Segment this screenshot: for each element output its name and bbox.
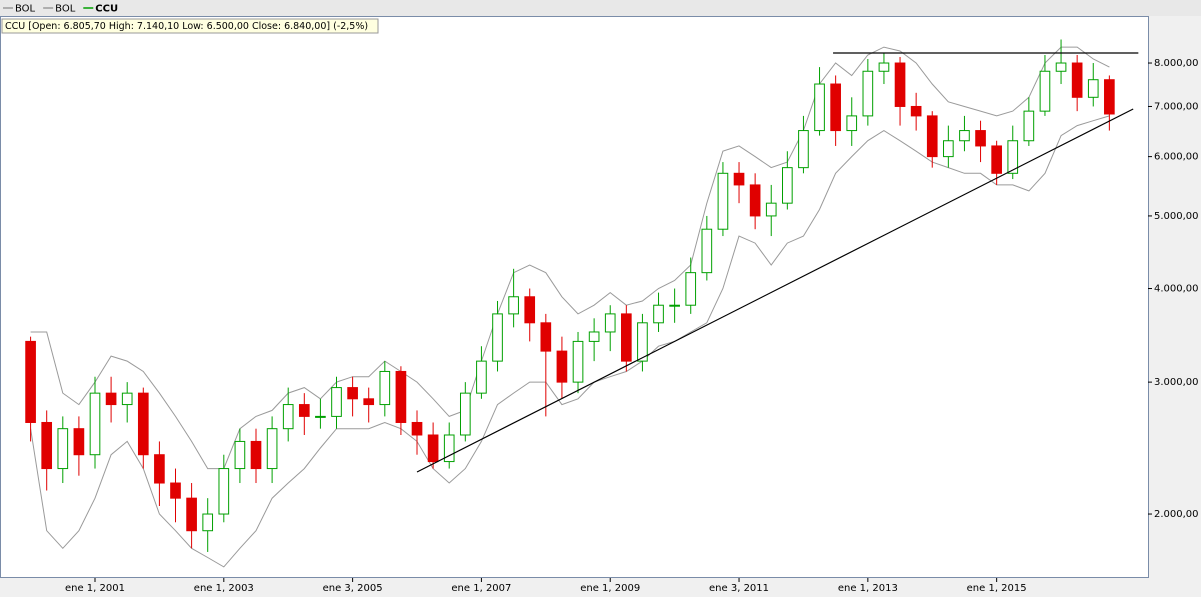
candle-body	[363, 398, 375, 406]
candle-body	[910, 105, 922, 117]
candle-body	[105, 392, 117, 406]
candle-body	[137, 392, 149, 456]
candle-body	[814, 83, 825, 132]
trend-line	[416, 108, 1134, 473]
candle-body	[878, 62, 890, 72]
candle-body	[1071, 62, 1083, 98]
candle-body	[266, 428, 278, 470]
candle-body	[282, 404, 294, 430]
candle-body	[556, 350, 568, 383]
x-tick-label: ene 1, 2009	[580, 583, 640, 594]
candle-body	[1039, 70, 1051, 112]
candle-body	[508, 296, 519, 315]
candle-body	[894, 62, 906, 107]
candle-body	[975, 130, 986, 147]
info-box	[1, 18, 379, 34]
candle-body	[540, 322, 552, 352]
candle-body	[1087, 79, 1099, 98]
candle-body	[202, 513, 214, 532]
candle-body	[154, 454, 165, 484]
candle-body	[943, 140, 954, 158]
candle-body	[1055, 62, 1067, 72]
x-tick-label: ene 1, 2013	[838, 583, 898, 594]
candle-body	[459, 392, 471, 436]
candle-body	[41, 421, 53, 470]
candle-body	[379, 370, 391, 406]
y-tick-label: 6.000,00	[1154, 152, 1199, 163]
candle-body	[588, 331, 600, 342]
candle-body	[572, 340, 584, 383]
candle-body	[717, 172, 729, 230]
candle-body	[121, 392, 133, 406]
candle-body	[331, 387, 342, 417]
candle-body	[701, 228, 713, 274]
candle-body	[959, 130, 970, 142]
candle-body	[234, 440, 246, 470]
candle-body	[1023, 110, 1035, 142]
candle-body	[186, 497, 197, 532]
x-tick-label: ene 1, 2001	[65, 583, 125, 594]
y-tick-label: 2.000,00	[1154, 509, 1199, 520]
candle-body	[749, 184, 761, 217]
candle-body	[926, 115, 938, 158]
candle-body	[798, 130, 809, 169]
x-tick-label: ene 1, 2007	[451, 583, 511, 594]
candle-body	[1007, 140, 1019, 174]
candle-body	[298, 404, 310, 417]
candle-body	[89, 392, 101, 456]
candle-body	[1104, 79, 1115, 115]
legend-bar	[0, 0, 1201, 16]
candle-body	[669, 304, 680, 307]
y-tick-label: 7.000,00	[1154, 101, 1199, 112]
candle-body	[830, 83, 841, 132]
candle-body	[653, 304, 664, 324]
candle-body	[524, 296, 536, 324]
x-tick-label: ene 3, 2005	[323, 583, 383, 594]
info-text: CCU [Open: 6.805,70 High: 7.140,10 Low: …	[5, 21, 368, 32]
candle-body	[862, 70, 874, 117]
x-tick-label: ene 3, 2011	[709, 583, 769, 594]
candle-body	[991, 145, 1002, 174]
candle-body	[411, 421, 423, 436]
candle-body	[733, 172, 745, 186]
y-tick-label: 5.000,00	[1154, 211, 1199, 222]
candle-body	[57, 428, 69, 470]
candle-body	[637, 322, 648, 362]
x-tick-label: ene 1, 2003	[194, 583, 254, 594]
candle-body	[25, 340, 36, 423]
candle-body	[685, 272, 697, 306]
candle-body	[492, 313, 503, 362]
candle-body	[765, 202, 777, 217]
candle-body	[315, 415, 326, 418]
candle-body	[170, 482, 181, 499]
band-line	[30, 46, 1110, 470]
y-tick-label: 8.000,00	[1154, 58, 1199, 69]
candle-body	[347, 387, 358, 400]
candle-body	[620, 313, 632, 362]
candle-body	[395, 370, 407, 423]
y-tick-label: 4.000,00	[1154, 284, 1199, 295]
candle-body	[604, 313, 616, 333]
legend-label: BOL	[55, 4, 76, 15]
candle-body	[846, 115, 858, 132]
band-line	[30, 115, 1110, 568]
legend-label: CCU	[95, 4, 118, 15]
candle-body	[250, 440, 262, 470]
candle-body	[443, 434, 455, 463]
candle-body	[782, 167, 793, 204]
candle-body	[73, 428, 85, 456]
y-tick-label: 3.000,00	[1154, 377, 1199, 388]
candle-body	[427, 434, 439, 463]
candle-body	[218, 468, 230, 515]
candle-body	[476, 360, 487, 394]
legend-label: BOL	[15, 4, 36, 15]
x-tick-label: ene 1, 2015	[967, 583, 1027, 594]
